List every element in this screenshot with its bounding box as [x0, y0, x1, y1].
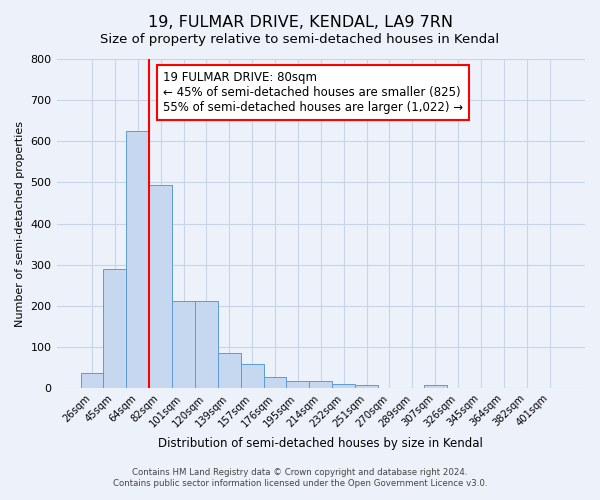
- Bar: [332, 384, 355, 388]
- Bar: [103, 269, 127, 388]
- Bar: [195, 301, 218, 388]
- Bar: [286, 381, 310, 388]
- Text: Contains HM Land Registry data © Crown copyright and database right 2024.
Contai: Contains HM Land Registry data © Crown c…: [113, 468, 487, 487]
- X-axis label: Distribution of semi-detached houses by size in Kendal: Distribution of semi-detached houses by …: [158, 437, 483, 450]
- Bar: [241, 364, 263, 388]
- Bar: [172, 301, 195, 388]
- Bar: [218, 353, 241, 388]
- Bar: [80, 372, 103, 388]
- Text: Size of property relative to semi-detached houses in Kendal: Size of property relative to semi-detach…: [100, 32, 500, 46]
- Bar: [127, 131, 149, 388]
- Bar: [310, 381, 332, 388]
- Bar: [424, 385, 446, 388]
- Text: 19, FULMAR DRIVE, KENDAL, LA9 7RN: 19, FULMAR DRIVE, KENDAL, LA9 7RN: [148, 15, 452, 30]
- Bar: [355, 385, 378, 388]
- Bar: [263, 376, 286, 388]
- Bar: [149, 184, 172, 388]
- Y-axis label: Number of semi-detached properties: Number of semi-detached properties: [15, 120, 25, 326]
- Text: 19 FULMAR DRIVE: 80sqm
← 45% of semi-detached houses are smaller (825)
55% of se: 19 FULMAR DRIVE: 80sqm ← 45% of semi-det…: [163, 72, 463, 114]
